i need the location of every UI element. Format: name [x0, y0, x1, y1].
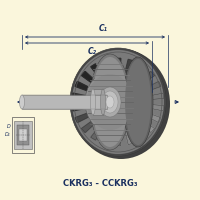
Polygon shape: [138, 118, 155, 133]
Polygon shape: [132, 123, 145, 140]
Polygon shape: [115, 58, 121, 75]
Ellipse shape: [99, 87, 121, 117]
Ellipse shape: [72, 49, 170, 159]
Polygon shape: [102, 59, 112, 77]
Polygon shape: [138, 71, 155, 86]
Ellipse shape: [102, 91, 118, 113]
Ellipse shape: [90, 89, 96, 115]
Text: C₁: C₁: [98, 24, 108, 33]
Ellipse shape: [72, 50, 164, 154]
Polygon shape: [81, 71, 98, 86]
Polygon shape: [124, 127, 134, 145]
Polygon shape: [91, 123, 104, 140]
Polygon shape: [143, 81, 161, 92]
Polygon shape: [75, 81, 93, 92]
Ellipse shape: [123, 57, 153, 147]
Ellipse shape: [87, 74, 133, 130]
Polygon shape: [132, 64, 145, 81]
Text: C₂: C₂: [88, 47, 96, 56]
Polygon shape: [102, 127, 112, 145]
Ellipse shape: [70, 48, 166, 156]
Text: D₁: D₁: [5, 132, 11, 138]
Ellipse shape: [20, 95, 24, 109]
Bar: [17, 125, 29, 145]
Polygon shape: [143, 112, 161, 123]
Bar: [14, 121, 32, 149]
Polygon shape: [145, 104, 164, 111]
Ellipse shape: [106, 96, 114, 108]
Text: CKRG₃ - CCKRG₃: CKRG₃ - CCKRG₃: [63, 180, 137, 188]
Ellipse shape: [92, 57, 128, 147]
Bar: [19, 129, 27, 141]
Ellipse shape: [125, 59, 151, 145]
Bar: [22, 95, 107, 109]
Polygon shape: [124, 59, 134, 77]
Bar: [93, 89, 103, 115]
Bar: [12, 117, 34, 153]
Polygon shape: [91, 64, 104, 81]
Polygon shape: [145, 93, 164, 100]
Polygon shape: [81, 118, 98, 133]
Polygon shape: [72, 93, 91, 100]
Polygon shape: [115, 129, 121, 146]
Ellipse shape: [85, 72, 135, 132]
Ellipse shape: [90, 54, 130, 150]
Polygon shape: [75, 112, 93, 123]
Text: D: D: [7, 124, 11, 130]
Polygon shape: [72, 104, 91, 111]
Ellipse shape: [101, 89, 106, 115]
